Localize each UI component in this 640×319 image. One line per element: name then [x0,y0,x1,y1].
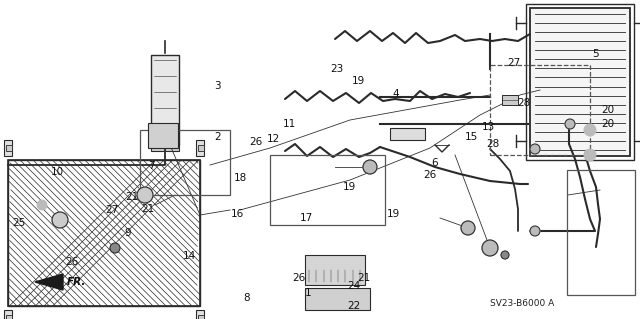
Text: 10: 10 [51,167,64,177]
Circle shape [137,187,153,203]
Text: 20: 20 [602,105,615,115]
Bar [140,130,230,195]
Text: 6: 6 [431,158,438,168]
Bar [567,170,635,295]
Bar [4,140,12,156]
Text: 1: 1 [305,288,311,299]
Text: 12: 12 [267,134,280,144]
Circle shape [37,200,47,210]
Text: 21: 21 [141,204,155,214]
Bar [8,160,200,306]
Text: 18: 18 [234,173,247,183]
Circle shape [584,149,596,161]
Text: 16: 16 [230,209,244,219]
Bar [151,55,179,145]
Circle shape [482,240,498,256]
Circle shape [461,221,475,235]
Circle shape [565,119,575,129]
Circle shape [530,226,540,236]
Text: 26: 26 [249,137,262,147]
Bar [305,288,370,310]
Bar [8,160,200,306]
Bar [196,140,204,156]
Text: 9: 9 [125,228,131,238]
Bar [151,143,179,151]
Text: 24: 24 [348,281,361,291]
Text: 8: 8 [243,293,250,303]
Circle shape [52,212,68,228]
Bar [530,8,630,156]
Text: 5: 5 [592,48,598,59]
Text: 15: 15 [465,132,479,142]
Bar [270,155,385,225]
Bar [198,145,204,151]
Circle shape [501,251,509,259]
Text: 13: 13 [482,122,495,132]
Text: 27: 27 [508,58,521,68]
Bar [4,310,12,319]
Bar [502,95,518,105]
Bar [6,315,12,319]
Bar [6,145,12,151]
Bar [198,315,204,319]
Text: 4: 4 [392,89,399,99]
Text: 28: 28 [517,98,531,108]
Circle shape [363,160,377,174]
Text: FR.: FR. [67,277,86,287]
Text: 7: 7 [148,161,155,171]
Circle shape [530,144,540,154]
Text: 21: 21 [125,191,139,202]
Text: 2: 2 [214,132,221,142]
Text: 19: 19 [387,209,401,219]
Text: 19: 19 [342,182,356,192]
Text: 26: 26 [423,170,436,180]
Text: 27: 27 [106,205,119,215]
Text: 23: 23 [331,63,344,74]
Text: 21: 21 [357,273,371,283]
Text: 28: 28 [486,139,500,149]
Text: 22: 22 [348,300,361,311]
Text: 26: 26 [65,256,79,267]
Text: 25: 25 [12,218,26,228]
Text: SV23-B6000 A: SV23-B6000 A [490,299,554,308]
Bar [196,310,204,319]
Circle shape [110,243,120,253]
Text: 20: 20 [602,119,615,130]
Polygon shape [35,274,63,290]
Circle shape [584,124,596,136]
Text: 17: 17 [300,213,313,223]
Text: 3: 3 [214,81,221,91]
Bar [390,128,425,140]
Text: 14: 14 [182,251,196,261]
Text: 26: 26 [292,272,305,283]
Text: 19: 19 [351,76,365,86]
Text: 11: 11 [283,119,296,129]
Bar [305,255,365,285]
Bar [148,123,178,148]
Bar [490,65,590,155]
Bar [526,4,634,160]
